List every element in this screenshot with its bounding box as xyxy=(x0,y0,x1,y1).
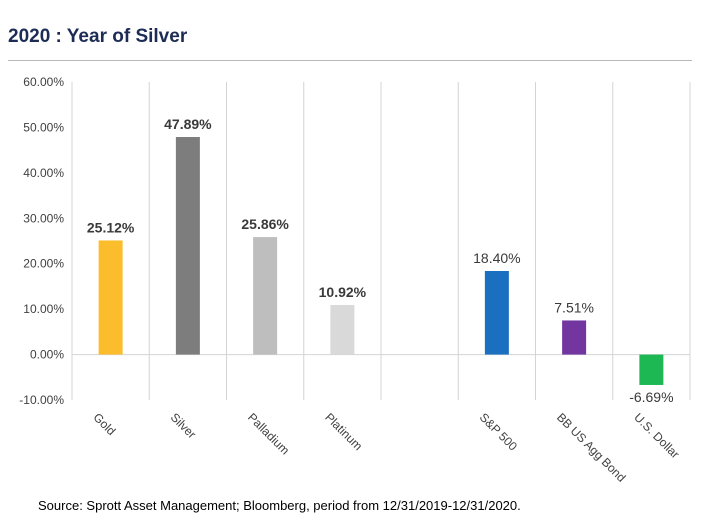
bar-silver xyxy=(175,137,200,355)
data-label: 18.40% xyxy=(473,250,520,266)
y-tick-label: 30.00% xyxy=(23,211,64,225)
bar-bb-us-agg-bond xyxy=(562,320,587,355)
x-tick-label: BB US Agg Bond xyxy=(554,410,629,485)
y-tick-label: -10.00% xyxy=(19,393,64,407)
x-tick-label: Platinum xyxy=(322,410,365,453)
bar-gold xyxy=(98,240,123,355)
data-label: 10.92% xyxy=(319,284,367,300)
x-tick-label: Gold xyxy=(91,410,119,438)
y-tick-label: 20.00% xyxy=(23,257,64,271)
chart-title: 2020 : Year of Silver xyxy=(8,26,188,47)
y-tick-label: 0.00% xyxy=(30,348,64,362)
data-label: 25.12% xyxy=(87,219,135,235)
y-tick-label: 60.00% xyxy=(23,75,64,89)
bar-u-s-dollar xyxy=(639,354,664,385)
bar-s-p-500 xyxy=(484,270,509,355)
title-divider xyxy=(8,60,692,61)
x-tick-label: Silver xyxy=(168,410,199,441)
data-label: 7.51% xyxy=(554,299,594,315)
data-label: 25.86% xyxy=(241,216,289,232)
x-tick-label: U.S. Dollar xyxy=(631,410,682,461)
bar-platinum xyxy=(330,304,355,355)
data-label: -6.69% xyxy=(629,389,673,405)
y-tick-label: 10.00% xyxy=(23,302,64,316)
y-tick-label: 40.00% xyxy=(23,166,64,180)
source-note: Source: Sprott Asset Management; Bloombe… xyxy=(38,498,521,513)
y-tick-label: 50.00% xyxy=(23,120,64,134)
data-label: 47.89% xyxy=(164,116,212,132)
bar-palladium xyxy=(253,237,278,355)
x-tick-label: Palladium xyxy=(245,410,292,457)
x-tick-label: S&P 500 xyxy=(477,410,520,453)
